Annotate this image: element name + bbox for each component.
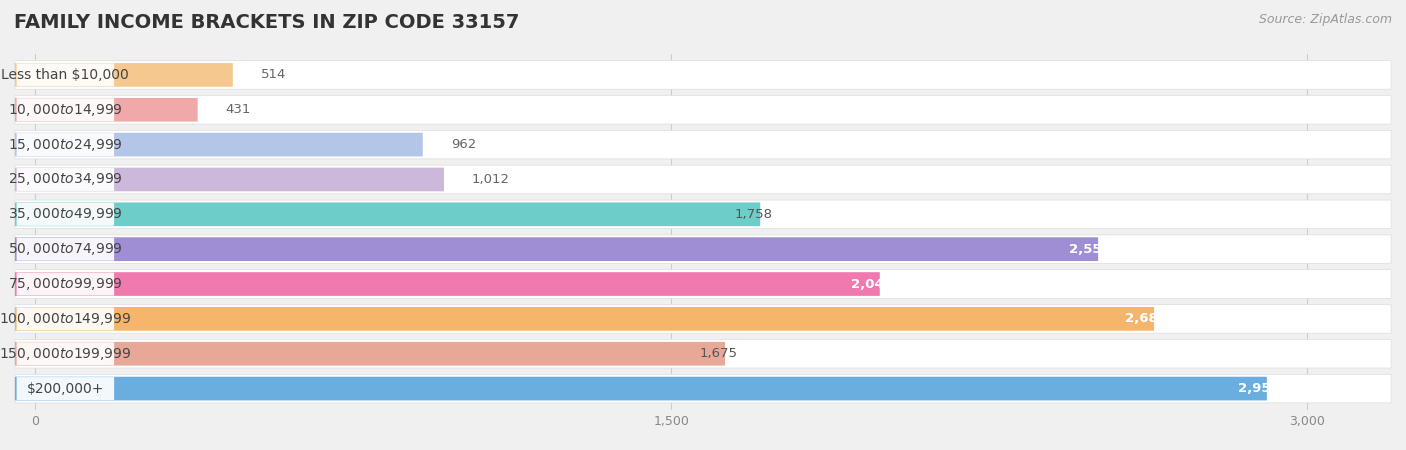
- FancyBboxPatch shape: [15, 133, 423, 157]
- FancyBboxPatch shape: [15, 237, 1098, 261]
- Text: 514: 514: [260, 68, 287, 81]
- FancyBboxPatch shape: [15, 61, 1391, 89]
- Text: 1,758: 1,758: [735, 208, 773, 221]
- Text: Less than $10,000: Less than $10,000: [1, 68, 129, 82]
- FancyBboxPatch shape: [17, 203, 114, 226]
- Text: $200,000+: $200,000+: [27, 382, 104, 396]
- FancyBboxPatch shape: [15, 165, 1391, 194]
- Text: $50,000 to $74,999: $50,000 to $74,999: [8, 241, 122, 257]
- FancyBboxPatch shape: [17, 307, 114, 330]
- Text: Source: ZipAtlas.com: Source: ZipAtlas.com: [1258, 14, 1392, 27]
- FancyBboxPatch shape: [17, 168, 114, 191]
- FancyBboxPatch shape: [17, 133, 114, 156]
- FancyBboxPatch shape: [15, 377, 1267, 400]
- Text: $150,000 to $199,999: $150,000 to $199,999: [0, 346, 132, 362]
- Text: 1,675: 1,675: [700, 347, 738, 360]
- Text: FAMILY INCOME BRACKETS IN ZIP CODE 33157: FAMILY INCOME BRACKETS IN ZIP CODE 33157: [14, 14, 519, 32]
- FancyBboxPatch shape: [15, 200, 1391, 229]
- Text: $75,000 to $99,999: $75,000 to $99,999: [8, 276, 122, 292]
- Text: 2,040: 2,040: [851, 278, 893, 291]
- FancyBboxPatch shape: [15, 202, 761, 226]
- FancyBboxPatch shape: [17, 98, 114, 121]
- FancyBboxPatch shape: [17, 377, 114, 400]
- Text: 431: 431: [225, 103, 252, 116]
- Text: 962: 962: [451, 138, 477, 151]
- Text: 2,687: 2,687: [1125, 312, 1167, 325]
- FancyBboxPatch shape: [15, 98, 198, 122]
- Text: 2,555: 2,555: [1069, 243, 1111, 256]
- Text: 2,953: 2,953: [1237, 382, 1279, 395]
- Text: $10,000 to $14,999: $10,000 to $14,999: [8, 102, 122, 118]
- FancyBboxPatch shape: [17, 238, 114, 261]
- FancyBboxPatch shape: [15, 130, 1391, 159]
- FancyBboxPatch shape: [15, 307, 1154, 331]
- FancyBboxPatch shape: [17, 63, 114, 86]
- FancyBboxPatch shape: [15, 342, 725, 365]
- Text: 1,012: 1,012: [472, 173, 510, 186]
- FancyBboxPatch shape: [15, 339, 1391, 368]
- FancyBboxPatch shape: [17, 342, 114, 365]
- FancyBboxPatch shape: [15, 95, 1391, 124]
- Text: $25,000 to $34,999: $25,000 to $34,999: [8, 171, 122, 188]
- Text: $100,000 to $149,999: $100,000 to $149,999: [0, 311, 132, 327]
- FancyBboxPatch shape: [15, 272, 880, 296]
- FancyBboxPatch shape: [15, 270, 1391, 298]
- FancyBboxPatch shape: [17, 273, 114, 296]
- FancyBboxPatch shape: [15, 63, 233, 87]
- Text: $15,000 to $24,999: $15,000 to $24,999: [8, 137, 122, 153]
- FancyBboxPatch shape: [15, 167, 444, 191]
- FancyBboxPatch shape: [15, 374, 1391, 403]
- FancyBboxPatch shape: [15, 235, 1391, 263]
- FancyBboxPatch shape: [15, 305, 1391, 333]
- Text: $35,000 to $49,999: $35,000 to $49,999: [8, 206, 122, 222]
